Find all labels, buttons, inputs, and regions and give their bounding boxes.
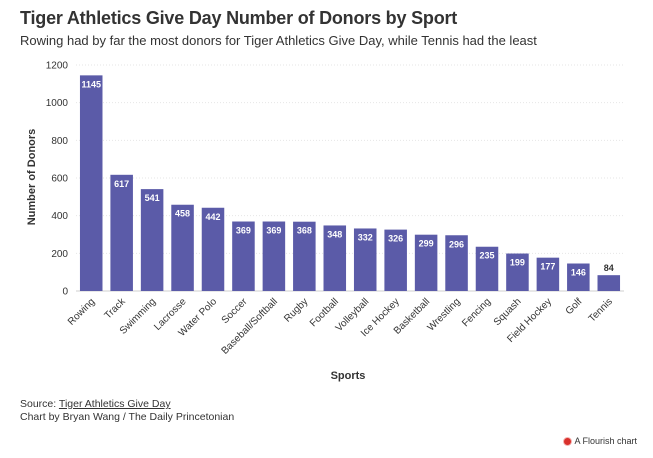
bar-wrestling[interactable]: [445, 235, 468, 291]
data-label: 299: [419, 239, 434, 249]
y-tick-label: 0: [62, 287, 68, 298]
y-tick-label: 1200: [46, 61, 69, 72]
flourish-logo-icon: [564, 437, 572, 445]
x-tick-label: Baseball/Softball: [220, 296, 280, 356]
x-tick-label: Soccer: [220, 296, 250, 326]
bar-ice-hockey[interactable]: [384, 229, 407, 291]
data-label: 146: [571, 268, 586, 278]
data-label: 296: [449, 239, 464, 249]
source-prefix: Source:: [20, 398, 59, 410]
bar-squash[interactable]: [506, 253, 529, 291]
x-tick-label: Fencing: [460, 296, 493, 329]
data-label: 617: [114, 179, 129, 189]
bar-volleyball[interactable]: [353, 228, 377, 291]
data-label: 458: [175, 209, 190, 219]
bar-tennis[interactable]: [597, 275, 621, 291]
data-label: 332: [358, 232, 373, 242]
bars: 1145 617 541 458 442 369 369 368 348 332 326 299 296…: [79, 75, 621, 291]
data-label: 348: [327, 229, 342, 239]
data-label: 368: [297, 226, 312, 236]
x-tick-label: Tennis: [587, 296, 615, 324]
chart-subtitle: Rowing had by far the most donors for Ti…: [20, 33, 537, 48]
gridlines: [76, 64, 624, 292]
bar-rowing[interactable]: [79, 75, 103, 291]
data-label: 1145: [81, 79, 101, 89]
data-label: 442: [205, 212, 220, 222]
bar-lacrosse[interactable]: [171, 204, 194, 291]
x-axis-label: Sports: [331, 370, 366, 382]
bar-water-polo[interactable]: [201, 207, 225, 291]
bar-swimming[interactable]: [140, 189, 164, 291]
data-label: 199: [510, 258, 525, 268]
bar-track[interactable]: [110, 174, 133, 291]
bar-basketball[interactable]: [414, 234, 438, 291]
bar-soccer[interactable]: [232, 221, 255, 291]
y-tick-label: 200: [51, 249, 68, 260]
x-tick-label: Golf: [564, 296, 585, 317]
x-tick-label: Rugby: [282, 296, 310, 324]
x-tick-label: Rowing: [66, 296, 97, 327]
chart-footer: Source: Tiger Athletics Give Day Chart b…: [20, 398, 234, 424]
x-tick-label: Track: [103, 296, 129, 322]
bar-field-hockey[interactable]: [536, 257, 560, 291]
credit-line: Chart by Bryan Wang / The Daily Princeto…: [20, 411, 235, 423]
bar-baseball-softball[interactable]: [262, 221, 286, 291]
data-label: 177: [540, 262, 555, 272]
flourish-credit[interactable]: A Flourish chart: [564, 436, 637, 446]
data-label: 84: [604, 263, 614, 273]
bar-golf[interactable]: [567, 263, 590, 291]
source-line: Source: Tiger Athletics Give Day: [20, 398, 234, 411]
bar-rugby[interactable]: [293, 221, 316, 291]
y-tick-label: 1000: [46, 98, 69, 109]
bar-chart: 0 200 400 600 800 1000 1200 1145 617 541 458 442 36…: [26, 61, 624, 382]
y-tick-label: 400: [51, 211, 68, 222]
x-tick-label: Wrestling: [426, 296, 463, 333]
data-label: 369: [266, 226, 281, 236]
y-axis-ticks: 0 200 400 600 800 1000 1200: [46, 61, 69, 298]
source-link[interactable]: Tiger Athletics Give Day: [58, 398, 171, 410]
y-tick-label: 800: [51, 136, 68, 147]
y-tick-label: 600: [51, 174, 68, 185]
flourish-label: A Flourish chart: [574, 436, 637, 446]
data-label: 235: [479, 251, 494, 261]
data-label: 541: [145, 193, 160, 203]
y-axis-label: Number of Donors: [26, 129, 38, 226]
bar-football[interactable]: [323, 225, 347, 291]
data-label: 326: [388, 234, 403, 244]
bar-fencing[interactable]: [475, 246, 499, 291]
chart-title: Tiger Athletics Give Day Number of Donor…: [20, 8, 458, 28]
data-label: 369: [236, 226, 251, 236]
